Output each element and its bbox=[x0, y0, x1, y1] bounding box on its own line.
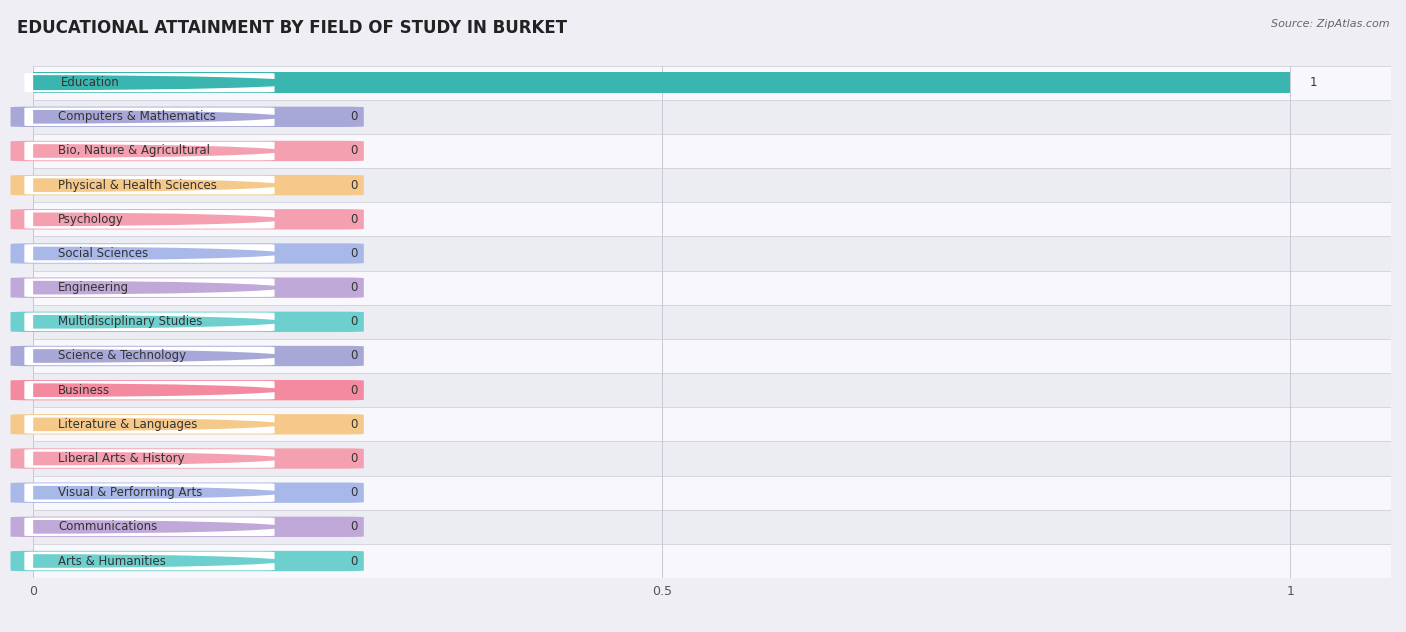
Text: Computers & Mathematics: Computers & Mathematics bbox=[58, 111, 217, 123]
FancyBboxPatch shape bbox=[24, 347, 274, 365]
FancyBboxPatch shape bbox=[10, 516, 364, 537]
FancyBboxPatch shape bbox=[10, 551, 364, 571]
FancyBboxPatch shape bbox=[24, 552, 274, 570]
Wedge shape bbox=[34, 452, 284, 465]
FancyBboxPatch shape bbox=[10, 380, 364, 400]
FancyBboxPatch shape bbox=[24, 483, 274, 502]
FancyBboxPatch shape bbox=[24, 73, 274, 92]
Text: 0: 0 bbox=[350, 384, 357, 397]
Text: Bio, Nature & Agricultural: Bio, Nature & Agricultural bbox=[58, 145, 211, 157]
FancyBboxPatch shape bbox=[10, 448, 364, 469]
Text: Business: Business bbox=[58, 384, 111, 397]
FancyBboxPatch shape bbox=[10, 209, 364, 229]
Text: 0: 0 bbox=[350, 247, 357, 260]
Wedge shape bbox=[34, 212, 284, 226]
Bar bbox=[34, 510, 1391, 544]
FancyBboxPatch shape bbox=[24, 107, 274, 126]
Text: Engineering: Engineering bbox=[58, 281, 129, 294]
Text: 0: 0 bbox=[350, 452, 357, 465]
Bar bbox=[34, 339, 1391, 373]
Text: 1: 1 bbox=[1309, 76, 1317, 89]
Text: Psychology: Psychology bbox=[58, 213, 124, 226]
Wedge shape bbox=[34, 110, 284, 124]
Text: Multidisciplinary Studies: Multidisciplinary Studies bbox=[58, 315, 202, 329]
Text: 0: 0 bbox=[350, 281, 357, 294]
FancyBboxPatch shape bbox=[10, 141, 364, 161]
Text: Communications: Communications bbox=[58, 520, 157, 533]
Text: 0: 0 bbox=[350, 213, 357, 226]
Text: Source: ZipAtlas.com: Source: ZipAtlas.com bbox=[1271, 19, 1389, 29]
Bar bbox=[34, 373, 1391, 407]
Text: EDUCATIONAL ATTAINMENT BY FIELD OF STUDY IN BURKET: EDUCATIONAL ATTAINMENT BY FIELD OF STUDY… bbox=[17, 19, 567, 37]
Wedge shape bbox=[34, 384, 284, 397]
FancyBboxPatch shape bbox=[24, 518, 274, 536]
Bar bbox=[34, 134, 1391, 168]
Bar bbox=[34, 544, 1391, 578]
FancyBboxPatch shape bbox=[24, 381, 274, 399]
Wedge shape bbox=[34, 246, 284, 260]
Text: Liberal Arts & History: Liberal Arts & History bbox=[58, 452, 186, 465]
Bar bbox=[34, 441, 1391, 476]
Bar bbox=[34, 66, 1391, 100]
Text: Social Sciences: Social Sciences bbox=[58, 247, 149, 260]
Bar bbox=[34, 100, 1391, 134]
FancyBboxPatch shape bbox=[10, 414, 364, 435]
Text: 0: 0 bbox=[350, 520, 357, 533]
Text: Literature & Languages: Literature & Languages bbox=[58, 418, 198, 431]
Text: 0: 0 bbox=[350, 179, 357, 191]
Bar bbox=[34, 476, 1391, 510]
FancyBboxPatch shape bbox=[10, 482, 364, 503]
Text: Arts & Humanities: Arts & Humanities bbox=[58, 554, 166, 568]
Bar bbox=[34, 168, 1391, 202]
FancyBboxPatch shape bbox=[10, 277, 364, 298]
FancyBboxPatch shape bbox=[24, 176, 274, 195]
Wedge shape bbox=[34, 520, 284, 533]
Text: 0: 0 bbox=[350, 315, 357, 329]
FancyBboxPatch shape bbox=[24, 449, 274, 468]
Text: 0: 0 bbox=[350, 418, 357, 431]
Text: Education: Education bbox=[60, 76, 120, 89]
Wedge shape bbox=[34, 486, 284, 499]
Text: Science & Technology: Science & Technology bbox=[58, 349, 187, 363]
FancyBboxPatch shape bbox=[10, 243, 364, 264]
Bar bbox=[34, 407, 1391, 441]
Text: Physical & Health Sciences: Physical & Health Sciences bbox=[58, 179, 217, 191]
Wedge shape bbox=[34, 144, 284, 158]
Wedge shape bbox=[34, 75, 309, 90]
Text: 0: 0 bbox=[350, 554, 357, 568]
FancyBboxPatch shape bbox=[24, 313, 274, 331]
FancyBboxPatch shape bbox=[24, 244, 274, 263]
Text: 0: 0 bbox=[350, 486, 357, 499]
Bar bbox=[34, 305, 1391, 339]
Bar bbox=[34, 202, 1391, 236]
FancyBboxPatch shape bbox=[24, 278, 274, 297]
Text: 0: 0 bbox=[350, 349, 357, 363]
Wedge shape bbox=[34, 349, 284, 363]
Wedge shape bbox=[34, 178, 284, 192]
FancyBboxPatch shape bbox=[24, 415, 274, 434]
Wedge shape bbox=[34, 315, 284, 329]
FancyBboxPatch shape bbox=[10, 175, 364, 195]
FancyBboxPatch shape bbox=[10, 312, 364, 332]
Wedge shape bbox=[34, 281, 284, 295]
Bar bbox=[34, 236, 1391, 270]
Text: 0: 0 bbox=[350, 111, 357, 123]
FancyBboxPatch shape bbox=[24, 210, 274, 229]
FancyBboxPatch shape bbox=[24, 142, 274, 161]
FancyBboxPatch shape bbox=[10, 107, 364, 127]
Wedge shape bbox=[34, 418, 284, 431]
Text: 0: 0 bbox=[350, 145, 357, 157]
FancyBboxPatch shape bbox=[10, 346, 364, 366]
Bar bbox=[34, 72, 1291, 94]
Bar bbox=[34, 270, 1391, 305]
Wedge shape bbox=[34, 554, 284, 568]
Text: Visual & Performing Arts: Visual & Performing Arts bbox=[58, 486, 202, 499]
